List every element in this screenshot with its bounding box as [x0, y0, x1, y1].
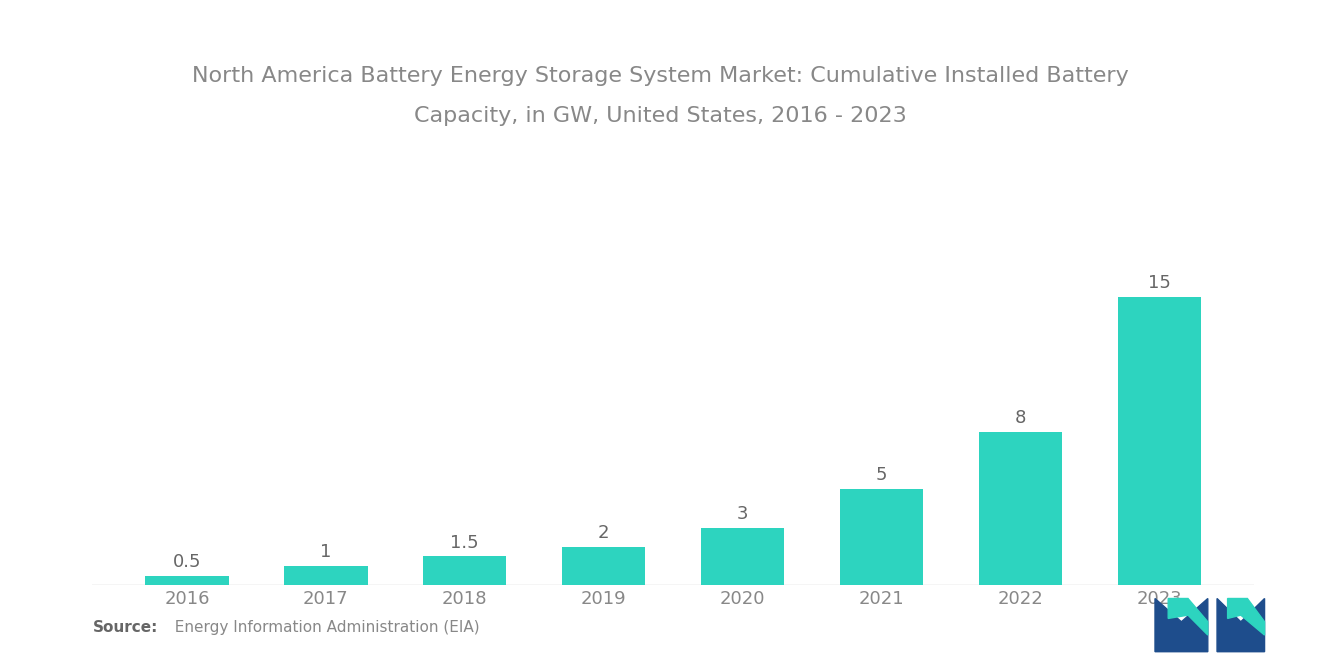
Text: 1.5: 1.5	[450, 533, 479, 551]
Polygon shape	[1217, 598, 1265, 652]
Polygon shape	[1228, 598, 1265, 635]
Text: Energy Information Administration (EIA): Energy Information Administration (EIA)	[165, 620, 479, 635]
Polygon shape	[1155, 598, 1208, 652]
Bar	[284, 566, 367, 585]
Text: 5: 5	[876, 466, 887, 484]
Text: 15: 15	[1148, 274, 1171, 292]
Bar	[562, 547, 645, 585]
Polygon shape	[1168, 598, 1208, 635]
Bar	[424, 557, 507, 585]
Text: Capacity, in GW, United States, 2016 - 2023: Capacity, in GW, United States, 2016 - 2…	[413, 106, 907, 126]
Text: 3: 3	[737, 505, 748, 523]
Bar	[145, 576, 228, 585]
Bar	[979, 432, 1063, 585]
Text: 2: 2	[598, 524, 610, 542]
Bar	[701, 527, 784, 585]
Bar	[840, 489, 923, 585]
Text: Source:: Source:	[92, 620, 158, 635]
Text: 1: 1	[321, 543, 331, 561]
Text: 8: 8	[1015, 409, 1026, 427]
Text: 0.5: 0.5	[173, 553, 201, 571]
Bar	[1118, 297, 1201, 585]
Text: North America Battery Energy Storage System Market: Cumulative Installed Battery: North America Battery Energy Storage Sys…	[191, 66, 1129, 86]
